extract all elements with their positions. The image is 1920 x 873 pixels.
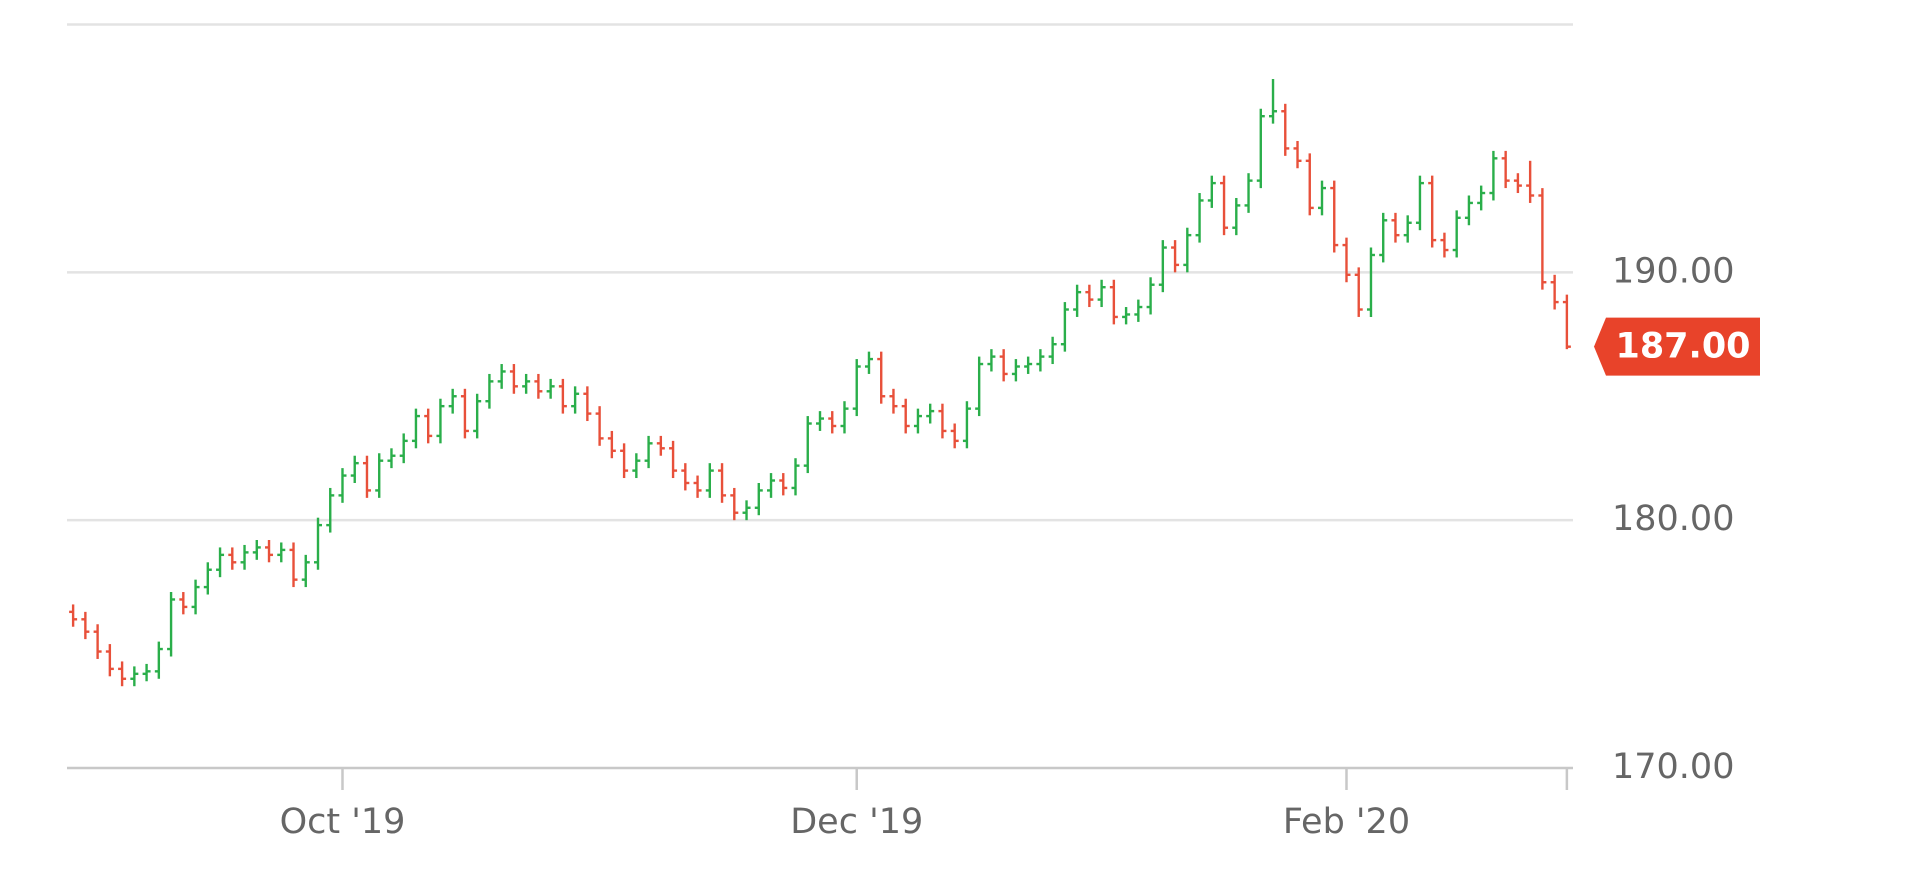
price-badge-label: 187.00 (1615, 327, 1750, 367)
y-tick-label: 190.00 (1612, 251, 1734, 291)
price-badge (1594, 317, 1760, 376)
x-tick-label: Feb '20 (1283, 802, 1410, 842)
y-tick-label: 170.00 (1612, 747, 1734, 787)
y-tick-label: 180.00 (1612, 499, 1734, 539)
x-tick-label: Dec '19 (790, 802, 923, 842)
x-tick-label: Oct '19 (280, 802, 406, 842)
